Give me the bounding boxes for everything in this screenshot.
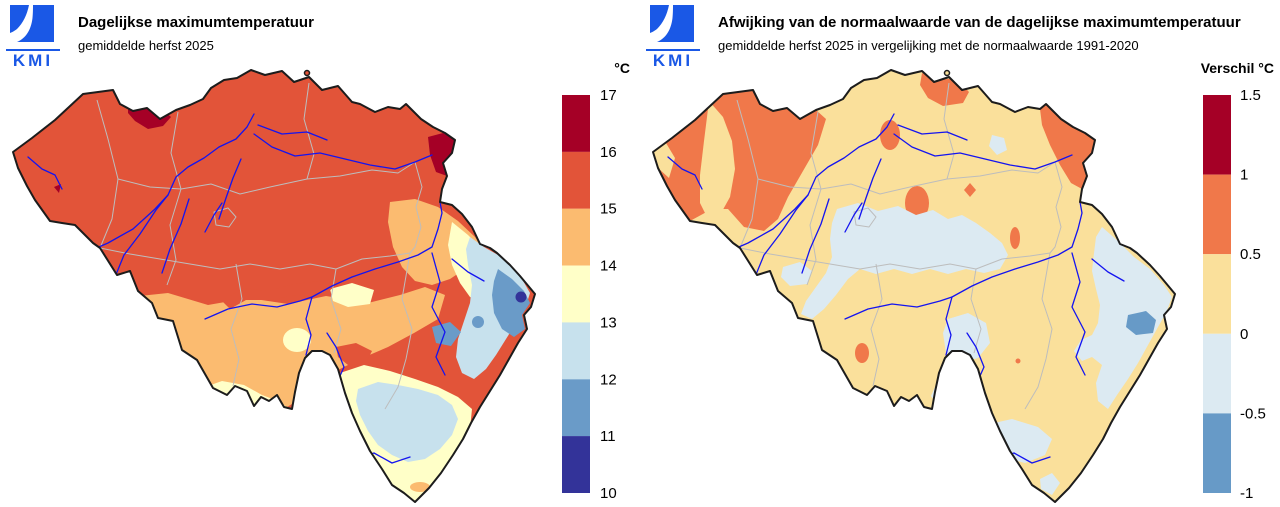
colorbar-tick: 0.5 [1240, 246, 1261, 263]
colorbar-segment [1203, 413, 1231, 493]
colorbar-unit-label: Verschil °C [1201, 60, 1274, 76]
page-title: Dagelijkse maximumtemperatuur [78, 14, 314, 31]
baarle-hertog-enclave [303, 69, 311, 77]
region-fill [653, 90, 826, 231]
colorbar-segment [562, 95, 590, 152]
region-fill [311, 390, 325, 404]
region-fill [456, 237, 530, 379]
baarle-hertog-enclave [943, 69, 951, 77]
colorbar-tick: 12 [600, 371, 617, 388]
region-fill [801, 203, 1008, 319]
colorbar-ticks: 1.5 1 0.5 0 -0.5 -1 [1240, 87, 1266, 502]
region-fill [1126, 311, 1156, 335]
region-fill [1074, 227, 1172, 409]
colorbar-segment [562, 436, 590, 493]
colorbar-segment [562, 208, 590, 266]
region-fill [54, 184, 61, 193]
region-fill [880, 120, 900, 150]
colorbar-segment [562, 151, 590, 209]
colorbar-tick: 10 [600, 485, 617, 502]
colorbar-tick: 11 [600, 428, 616, 445]
kmi-logo-shapes: KMI [6, 5, 60, 70]
region-fill [492, 269, 530, 337]
colorbar-tick: 14 [600, 258, 617, 275]
colorbar-tick: 16 [600, 144, 617, 161]
region-fill [515, 291, 527, 303]
kmi-logo-text: KMI [653, 51, 693, 70]
kmi-logo-shapes: KMI [646, 5, 700, 70]
colorbar-tick: 17 [600, 87, 617, 104]
colorbar-segment [562, 322, 590, 380]
colorbar-segment [1203, 333, 1231, 414]
region-fill [336, 343, 372, 365]
colorbar-segment [562, 265, 590, 323]
colorbar-tick: 13 [600, 314, 617, 331]
region-fill [222, 281, 333, 309]
region-fill [283, 328, 311, 352]
region-fill [432, 322, 461, 346]
colorbar-tick: 1 [1240, 167, 1248, 184]
colorbar-tick: 15 [600, 201, 617, 218]
colorbar-segment [1203, 254, 1231, 334]
region-fill [989, 135, 1007, 155]
region-fill [1040, 104, 1095, 189]
region-fill [95, 248, 445, 409]
panel-anomaly: KMI Afwijking van de normaalwaarde van d… [640, 0, 1280, 507]
region-fill [1040, 473, 1060, 495]
region-fill [205, 381, 290, 409]
region-fill [653, 143, 675, 178]
colorbar-ticks: 17 16 15 14 13 12 11 10 [600, 87, 617, 502]
anomaly-regions [653, 70, 1175, 502]
colorbar-tick: -0.5 [1240, 405, 1266, 422]
region-fill [1010, 227, 1020, 249]
temperature-colorbar: °C 17 16 15 14 13 12 11 10 [562, 60, 630, 502]
page-subtitle: gemiddelde herfst 2025 in vergelijking m… [718, 38, 1139, 53]
colorbar-tick: -1 [1240, 485, 1253, 502]
colorbar-segments [562, 95, 590, 493]
temperature-regions [13, 70, 535, 502]
anomaly-colorbar: Verschil °C 1.5 1 0.5 0 -0.5 -1 [1201, 60, 1274, 502]
colorbar-segments [1203, 95, 1231, 493]
region-fill [472, 316, 484, 328]
region-fill [905, 186, 929, 220]
colorbar-segment [1203, 95, 1231, 175]
colorbar-segment [562, 379, 590, 437]
colorbar-tick: 0 [1240, 326, 1248, 343]
colorbar-unit-label: °C [614, 60, 630, 76]
region-fill [410, 482, 430, 492]
region-fill [356, 382, 458, 462]
kmi-logo-icon: KMI [646, 5, 700, 70]
page-subtitle: gemiddelde herfst 2025 [78, 38, 214, 53]
region-fill [428, 133, 455, 176]
region-fill [964, 183, 976, 197]
region-fill [330, 283, 374, 307]
panel-temperature: KMI Dagelijkse maximumtemperatuur gemidd… [6, 5, 630, 503]
colorbar-segment [1203, 174, 1231, 255]
kmi-logo-text: KMI [13, 51, 53, 70]
colorbar-tick: 1.5 [1240, 87, 1261, 104]
page-title: Afwijking van de normaalwaarde van de da… [718, 14, 1241, 31]
belgium-map-temperature [12, 69, 536, 503]
kmi-logo-icon: KMI [6, 5, 60, 70]
region-fill [700, 101, 735, 219]
belgium-map-anomaly [652, 69, 1176, 503]
region-fill [1015, 358, 1021, 364]
region-fill [855, 343, 869, 363]
